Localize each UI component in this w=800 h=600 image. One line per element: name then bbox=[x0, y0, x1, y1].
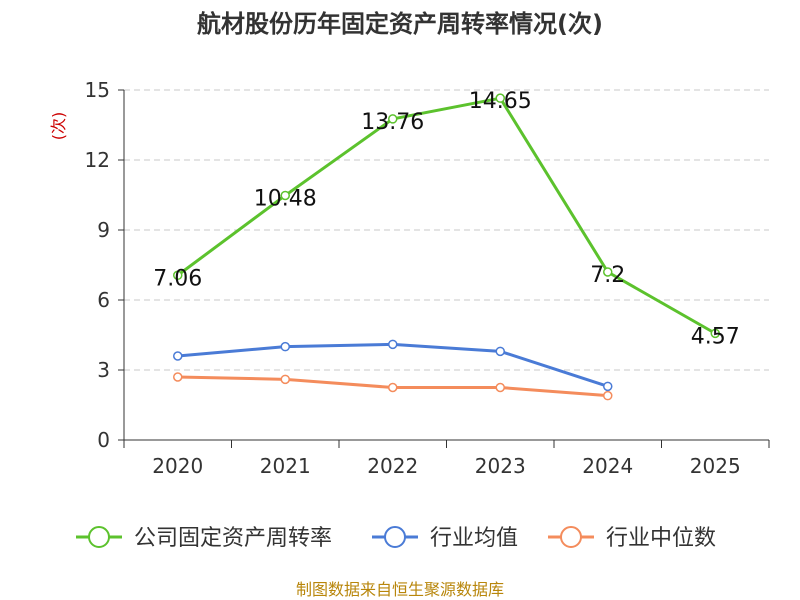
x-tick-label: 2023 bbox=[475, 454, 526, 478]
data-point bbox=[603, 267, 613, 277]
data-source-note: 制图数据来自恒生聚源数据库 bbox=[296, 580, 504, 599]
legend-swatch-marker bbox=[384, 526, 406, 548]
y-tick-label: 15 bbox=[85, 78, 110, 102]
grid-lines bbox=[124, 89, 769, 371]
data-point bbox=[280, 374, 290, 385]
y-tick-label: 9 bbox=[97, 218, 110, 242]
data-point bbox=[173, 372, 183, 382]
data-point bbox=[280, 341, 290, 352]
y-tick-label: 6 bbox=[97, 288, 110, 312]
data-point bbox=[710, 328, 720, 339]
legend-swatch-marker bbox=[560, 526, 582, 548]
data-point bbox=[173, 351, 183, 361]
legend-item[interactable]: 行业中位数 bbox=[548, 526, 716, 551]
data-point bbox=[495, 346, 505, 357]
legend-item[interactable]: 行业均值 bbox=[372, 526, 518, 551]
data-point bbox=[603, 390, 613, 401]
x-tick-label: 2021 bbox=[260, 454, 311, 478]
legend-label: 行业均值 bbox=[430, 526, 518, 551]
series-group bbox=[173, 93, 720, 401]
series-line bbox=[177, 342, 609, 388]
x-tick-label: 2025 bbox=[690, 454, 741, 478]
axes: 0 3 6 9 12 15 2020 2021 2022 2023 2024 2025 bbox=[85, 78, 770, 478]
data-label: 7.2 bbox=[590, 263, 625, 288]
data-point bbox=[603, 381, 613, 392]
data-point bbox=[388, 339, 398, 350]
data-point bbox=[495, 382, 505, 393]
x-tick-label: 2022 bbox=[367, 454, 418, 478]
data-point bbox=[388, 114, 398, 124]
data-label: 4.57 bbox=[691, 324, 740, 349]
series-line bbox=[176, 96, 716, 335]
x-tick-label: 2020 bbox=[152, 454, 203, 478]
data-label: 13.76 bbox=[361, 110, 424, 135]
data-label: 14.65 bbox=[469, 89, 532, 114]
legend-label: 公司固定资产周转率 bbox=[134, 526, 332, 551]
data-point bbox=[495, 93, 505, 103]
chart-title: 航材股份历年固定资产周转率情况(次) bbox=[197, 10, 603, 38]
data-point bbox=[388, 382, 398, 393]
x-tick-label: 2024 bbox=[582, 454, 633, 478]
y-tick-label: 0 bbox=[97, 428, 110, 452]
data-point bbox=[280, 190, 290, 201]
y-axis-label: (次) bbox=[49, 112, 68, 141]
legend-item[interactable]: 公司固定资产周转率 bbox=[76, 526, 332, 551]
y-tick-label: 12 bbox=[85, 148, 110, 172]
data-labels: 7.06 10.48 13.76 14.65 7.2 4.57 bbox=[153, 89, 739, 349]
legend: 公司固定资产周转率 行业均值 行业中位数 bbox=[76, 526, 716, 551]
data-label: 7.06 bbox=[153, 266, 202, 291]
data-point bbox=[173, 270, 183, 281]
legend-label: 行业中位数 bbox=[606, 526, 716, 551]
data-label: 10.48 bbox=[254, 186, 317, 211]
y-tick-label: 3 bbox=[97, 358, 110, 382]
legend-swatch-marker bbox=[88, 526, 110, 548]
